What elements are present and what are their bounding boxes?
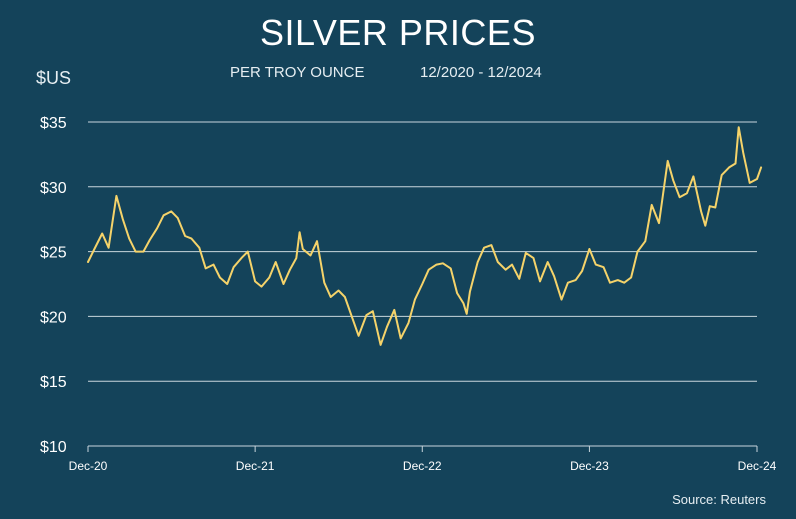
grid-layer <box>88 121 757 382</box>
y-tick-label: $15 <box>40 374 67 391</box>
y-tick-label: $30 <box>40 180 67 197</box>
y-tick-label: $10 <box>40 439 67 456</box>
axis-layer: $10 $15 $20 $25 $30 $35 Dec-20 Dec-21 Dec-22 Dec-… <box>40 115 777 473</box>
y-tick-label: $20 <box>40 309 67 326</box>
source-note: Source: Reuters <box>672 492 766 507</box>
chart-subtitle: PER TROY OUNCE <box>230 64 365 81</box>
x-tick-label: Dec-21 <box>236 459 275 473</box>
y-axis-unit-label: $US <box>36 68 72 88</box>
chart-title: SILVER PRICES <box>260 12 536 53</box>
x-tick-label: Dec-24 <box>738 459 777 473</box>
x-tick-label: Dec-23 <box>570 459 609 473</box>
y-tick-label: $35 <box>40 115 67 132</box>
date-range-label: 12/2020 - 12/2024 <box>420 64 542 81</box>
x-tick-label: Dec-20 <box>69 459 108 473</box>
series-layer <box>87 126 763 346</box>
y-tick-label: $25 <box>40 245 67 262</box>
price-series-line <box>87 126 763 346</box>
x-tick-label: Dec-22 <box>403 459 442 473</box>
